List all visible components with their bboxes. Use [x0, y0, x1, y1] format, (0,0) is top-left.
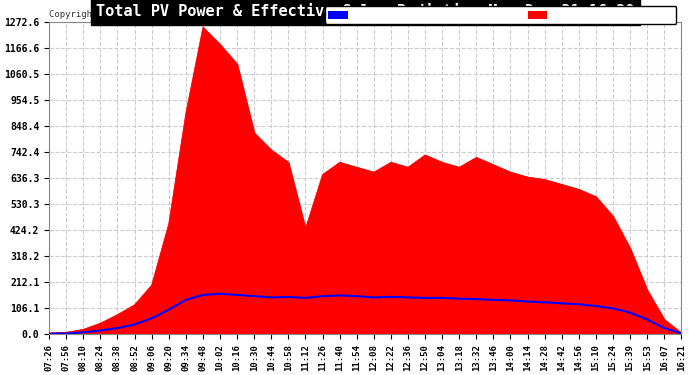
- Legend: Radiation (Effective W/m2), PV Panels (DC Watts): Radiation (Effective W/m2), PV Panels (D…: [324, 6, 676, 24]
- Title: Total PV Power & Effective Solar Radiation Mon Dec 31 16:28: Total PV Power & Effective Solar Radiati…: [96, 4, 634, 19]
- Text: Copyright 2012 Cartronics.com: Copyright 2012 Cartronics.com: [49, 10, 205, 19]
